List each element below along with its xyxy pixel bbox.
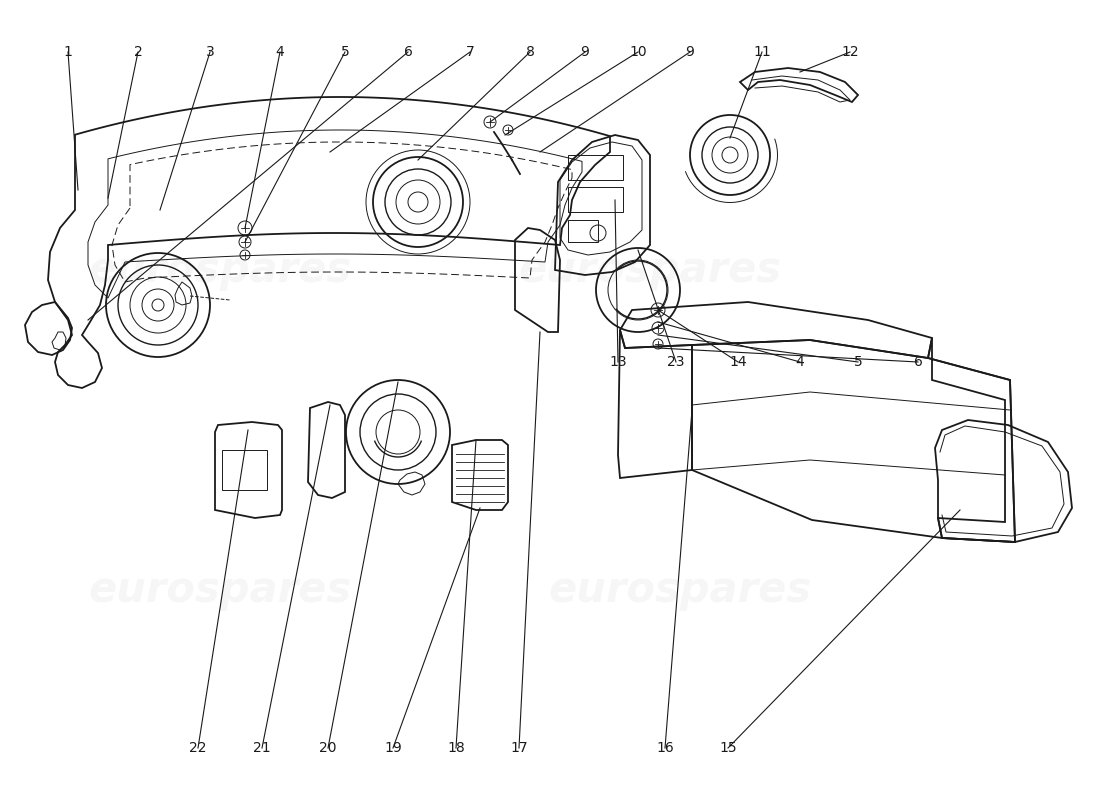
Text: 16: 16 bbox=[656, 741, 674, 755]
Text: 1: 1 bbox=[64, 45, 73, 59]
Text: eurospares: eurospares bbox=[88, 249, 352, 291]
Text: 8: 8 bbox=[526, 45, 535, 59]
Text: 14: 14 bbox=[729, 355, 747, 369]
Text: 22: 22 bbox=[189, 741, 207, 755]
Text: eurospares: eurospares bbox=[88, 569, 352, 611]
Text: 9: 9 bbox=[685, 45, 694, 59]
Text: 4: 4 bbox=[795, 355, 804, 369]
Text: 21: 21 bbox=[253, 741, 271, 755]
Text: 20: 20 bbox=[319, 741, 337, 755]
Text: 23: 23 bbox=[668, 355, 684, 369]
Text: 10: 10 bbox=[629, 45, 647, 59]
Text: 12: 12 bbox=[842, 45, 859, 59]
Text: 7: 7 bbox=[465, 45, 474, 59]
Text: 17: 17 bbox=[510, 741, 528, 755]
Text: 15: 15 bbox=[719, 741, 737, 755]
Text: 5: 5 bbox=[854, 355, 862, 369]
Text: 13: 13 bbox=[609, 355, 627, 369]
Text: 3: 3 bbox=[206, 45, 214, 59]
Text: 2: 2 bbox=[133, 45, 142, 59]
Text: eurospares: eurospares bbox=[518, 249, 782, 291]
Text: 18: 18 bbox=[447, 741, 465, 755]
Text: 19: 19 bbox=[384, 741, 402, 755]
Text: 6: 6 bbox=[404, 45, 412, 59]
Text: 11: 11 bbox=[754, 45, 771, 59]
Text: eurospares: eurospares bbox=[549, 569, 812, 611]
Text: 4: 4 bbox=[276, 45, 285, 59]
Text: 9: 9 bbox=[581, 45, 590, 59]
Text: 6: 6 bbox=[914, 355, 923, 369]
Text: 5: 5 bbox=[341, 45, 350, 59]
